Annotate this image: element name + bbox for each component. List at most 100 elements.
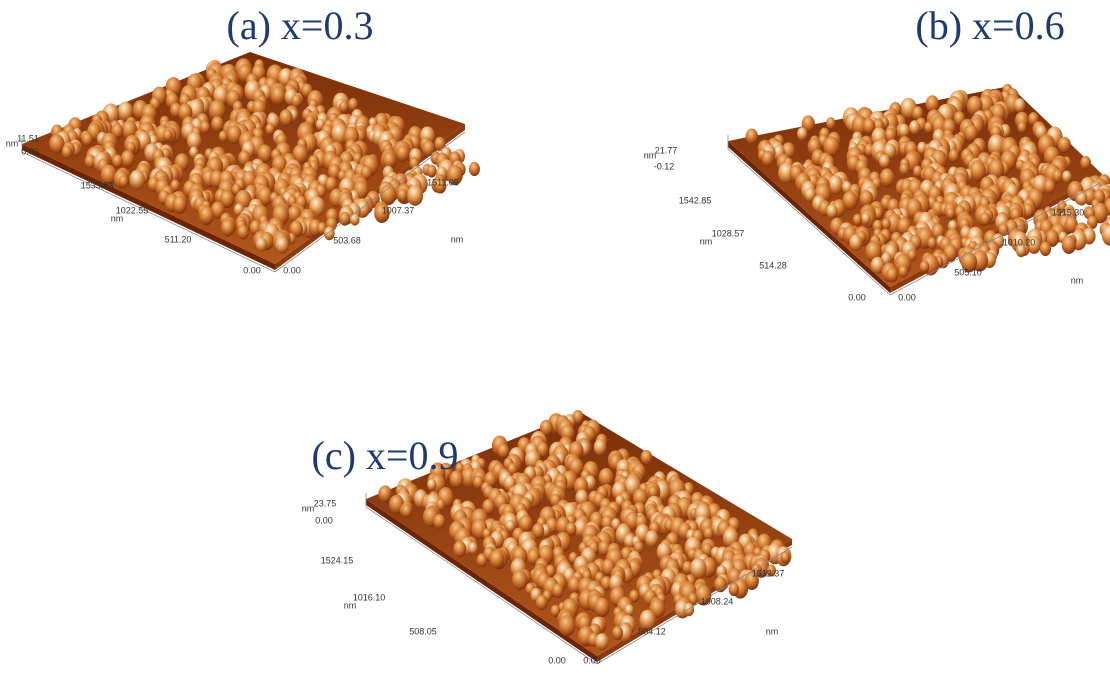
- grain: [762, 151, 774, 167]
- right-tick-label: 1512.37: [752, 568, 785, 578]
- page: {"panels": [ {"label": "(a) x=0.3", "z_u…: [0, 0, 1110, 673]
- grain: [949, 149, 959, 162]
- grain: [163, 129, 173, 141]
- left-unit: nm: [700, 236, 713, 246]
- grain: [490, 550, 505, 569]
- grain: [453, 541, 466, 557]
- right-tick-label: 503.68: [333, 235, 361, 245]
- grain: [221, 219, 235, 237]
- right-tick-label: 0.00: [583, 655, 601, 665]
- grain: [200, 121, 210, 134]
- grain: [498, 444, 509, 459]
- grain: [119, 175, 129, 187]
- grain: [898, 124, 909, 138]
- grain: [396, 145, 409, 162]
- grain: [348, 98, 358, 111]
- left-tick-label: 511.20: [165, 234, 192, 244]
- left-tick-label: 508.05: [409, 626, 437, 636]
- z-min: 0.00: [315, 515, 333, 525]
- grain: [924, 122, 933, 134]
- grain: [265, 123, 274, 135]
- z-max: 21.77: [655, 145, 678, 155]
- grain: [899, 266, 908, 278]
- left-tick-label: 1524.15: [321, 555, 354, 565]
- grain: [468, 542, 478, 554]
- left-tick-label: 0.00: [848, 292, 866, 302]
- grain: [427, 165, 437, 178]
- grain: [279, 109, 292, 126]
- panel-title: (c) x=0.9: [312, 433, 459, 478]
- afm-panel: (c) x=0.9nm23.750.001524.151016.10508.05…: [302, 410, 792, 665]
- grain: [1040, 242, 1051, 256]
- left-unit: nm: [111, 213, 124, 223]
- right-tick-label: 1511.05: [427, 177, 459, 187]
- grain: [512, 570, 528, 590]
- grain: [849, 234, 862, 251]
- grain: [594, 598, 609, 617]
- grain: [559, 615, 576, 636]
- grain: [82, 133, 93, 147]
- grain: [129, 170, 145, 190]
- afm-panel: (b) x=0.6nm21.77-0.121542.851028.57514.2…: [644, 3, 1110, 302]
- grain: [599, 468, 614, 487]
- right-tick-label: 1010.20: [1003, 237, 1036, 247]
- z-unit: nm: [302, 503, 315, 513]
- right-unit: nm: [766, 626, 779, 636]
- grain: [1058, 137, 1071, 153]
- grain: [199, 206, 214, 225]
- left-unit: nm: [344, 600, 357, 610]
- grain: [427, 479, 436, 491]
- panel-title: (a) x=0.3: [227, 3, 374, 48]
- grain: [350, 213, 360, 225]
- grain: [536, 595, 548, 610]
- grain: [121, 150, 135, 167]
- z-max: 11.51: [17, 133, 39, 143]
- grain: [275, 237, 288, 254]
- grain: [506, 520, 516, 532]
- grain: [173, 196, 187, 214]
- grain: [1052, 169, 1062, 182]
- grain: [880, 168, 895, 187]
- grain: [237, 225, 248, 240]
- grain: [612, 626, 623, 640]
- grain: [112, 155, 122, 168]
- grain: [645, 530, 658, 547]
- grain: [256, 237, 267, 252]
- grain: [407, 185, 423, 206]
- grain: [909, 120, 920, 134]
- grain: [271, 86, 286, 105]
- left-tick-label: 1016.10: [353, 592, 386, 602]
- grain: [879, 154, 890, 168]
- grain: [594, 439, 607, 455]
- left-tick-label: 1028.57: [712, 228, 745, 238]
- left-tick-label: 1533.83: [81, 180, 114, 190]
- afm-panel: (a) x=0.3nm11.510.001533.831022.55511.20…: [6, 3, 480, 275]
- right-tick-label: 0.00: [283, 265, 301, 275]
- grain: [469, 162, 480, 176]
- grain: [219, 131, 228, 143]
- grain: [1014, 98, 1025, 112]
- grain: [746, 129, 758, 145]
- panel-title: (b) x=0.6: [915, 3, 1064, 48]
- grain: [1076, 192, 1087, 206]
- grain: [595, 633, 609, 650]
- right-unit: nm: [451, 234, 464, 244]
- grain: [704, 527, 714, 540]
- grain: [477, 554, 488, 568]
- grain: [684, 603, 695, 617]
- grain: [729, 583, 740, 596]
- grain: [378, 485, 391, 502]
- grain: [826, 204, 837, 218]
- grain: [826, 117, 835, 129]
- z-min: 0.00: [21, 146, 39, 156]
- right-tick-label: 1007.37: [382, 205, 415, 215]
- right-tick-label: 0.00: [898, 292, 916, 302]
- z-min: -0.12: [654, 161, 675, 171]
- left-tick-label: 0.00: [243, 265, 261, 275]
- grain: [881, 218, 890, 230]
- grain: [1044, 179, 1056, 194]
- grain: [980, 212, 990, 225]
- figure: (a) x=0.3nm11.510.001533.831022.55511.20…: [0, 0, 1110, 673]
- left-tick-label: 514.28: [759, 260, 787, 270]
- grain: [434, 514, 446, 529]
